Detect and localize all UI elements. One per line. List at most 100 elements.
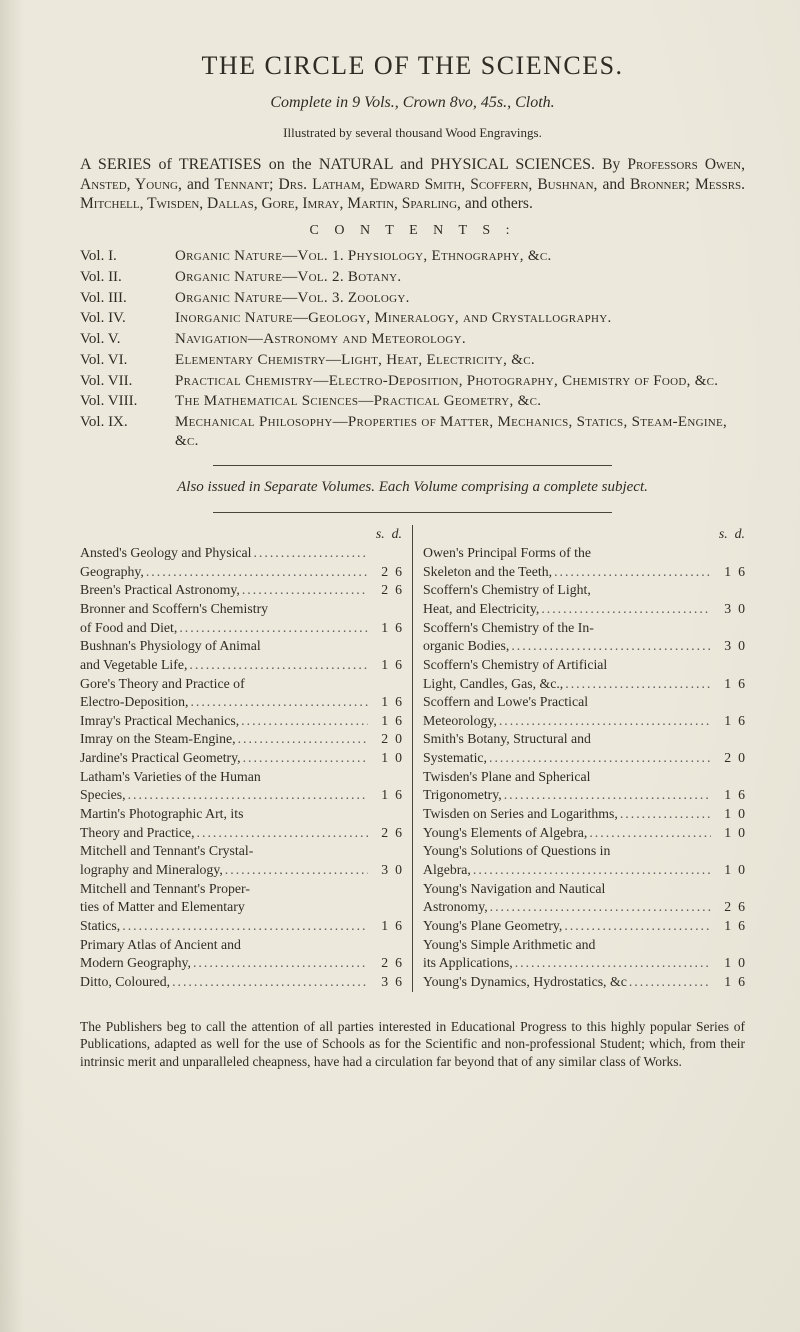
volume-label: Vol. II. <box>80 268 175 287</box>
price-entry: Imray on the Steam-Engine,2 0 <box>80 730 402 748</box>
entry-price: 1 0 <box>711 954 745 972</box>
volume-label: Vol. I. <box>80 247 175 266</box>
entry-price: 2 6 <box>368 581 402 599</box>
price-entry: Electro-Deposition,1 6 <box>80 693 402 711</box>
entry-title: lography and Mineralogy, <box>80 861 368 879</box>
entry-title: Heat, and Electricity, <box>423 600 711 618</box>
entry-title: organic Bodies, <box>423 637 711 655</box>
entry-title: Breen's Practical Astronomy, <box>80 581 368 599</box>
volume-desc: Practical Chemistry—Electro-Deposition, … <box>175 372 745 391</box>
entry-price <box>368 842 402 860</box>
entry-price <box>711 544 745 562</box>
entry-title: Owen's Principal Forms of the <box>423 544 711 562</box>
price-entry: Theory and Practice,2 6 <box>80 824 402 842</box>
entry-price <box>711 730 745 748</box>
entry-price <box>368 675 402 693</box>
entry-price: 1 0 <box>711 824 745 842</box>
entry-price: 1 6 <box>711 563 745 581</box>
entry-title: Theory and Practice, <box>80 824 368 842</box>
volume-row: Vol. I. Organic Nature—Vol. 1. Physiolog… <box>80 247 745 266</box>
entry-title: Algebra, <box>423 861 711 879</box>
price-entry: Species,1 6 <box>80 786 402 804</box>
entry-price: 1 6 <box>711 675 745 693</box>
price-entry: Twisden's Plane and Spherical <box>423 768 745 786</box>
subtitle: Complete in 9 Vols., Crown 8vo, 45s., Cl… <box>80 93 745 113</box>
entry-title: Young's Elements of Algebra, <box>423 824 711 842</box>
volume-desc: Navigation—Astronomy and Meteorology. <box>175 330 745 349</box>
price-entry: and Vegetable Life,1 6 <box>80 656 402 674</box>
entry-price: 1 6 <box>368 917 402 935</box>
price-entry: Young's Elements of Algebra,1 0 <box>423 824 745 842</box>
volume-label: Vol. VIII. <box>80 392 175 411</box>
entry-price <box>368 768 402 786</box>
price-column-right: s. d. Owen's Principal Forms of the Skel… <box>413 525 745 991</box>
volume-desc: Organic Nature—Vol. 1. Physiology, Ethno… <box>175 247 745 266</box>
price-entry: Latham's Varieties of the Human <box>80 768 402 786</box>
entry-title: Statics, <box>80 917 368 935</box>
price-entry: Scoffern's Chemistry of Light, <box>423 581 745 599</box>
page: THE CIRCLE OF THE SCIENCES. Complete in … <box>0 0 800 1332</box>
volume-row: Vol. V. Navigation—Astronomy and Meteoro… <box>80 330 745 349</box>
volume-row: Vol. VIII. The Mathematical Sciences—Pra… <box>80 392 745 411</box>
price-header: s. d. <box>80 525 402 543</box>
volume-row: Vol. IV. Inorganic Nature—Geology, Miner… <box>80 309 745 328</box>
price-entry: Young's Solutions of Questions in <box>423 842 745 860</box>
entry-title: Trigonometry, <box>423 786 711 804</box>
entry-price: 1 0 <box>368 749 402 767</box>
entry-price: 1 0 <box>711 805 745 823</box>
entry-price: 1 6 <box>368 656 402 674</box>
entry-price <box>368 637 402 655</box>
entry-title: Systematic, <box>423 749 711 767</box>
price-entry: Light, Candles, Gas, &c.,1 6 <box>423 675 745 693</box>
price-entry: Young's Navigation and Nautical <box>423 880 745 898</box>
volume-label: Vol. VI. <box>80 351 175 370</box>
price-entry: of Food and Diet,1 6 <box>80 619 402 637</box>
entry-price: 1 6 <box>711 786 745 804</box>
price-entry: Primary Atlas of Ancient and <box>80 936 402 954</box>
entry-title: Mitchell and Tennant's Crystal- <box>80 842 368 860</box>
price-entry: Breen's Practical Astronomy,2 6 <box>80 581 402 599</box>
entry-title: Young's Simple Arithmetic and <box>423 936 711 954</box>
entry-price: 3 6 <box>368 973 402 991</box>
price-entry: Young's Plane Geometry,1 6 <box>423 917 745 935</box>
volume-desc: The Mathematical Sciences—Practical Geom… <box>175 392 745 411</box>
volume-desc: Organic Nature—Vol. 2. Botany. <box>175 268 745 287</box>
entry-title: Scoffern's Chemistry of the In- <box>423 619 711 637</box>
entry-title: Bronner and Scoffern's Chemistry <box>80 600 368 618</box>
entry-title: Imray's Practical Mechanics, <box>80 712 368 730</box>
volume-row: Vol. VII. Practical Chemistry—Electro-De… <box>80 372 745 391</box>
entry-title: Meteorology, <box>423 712 711 730</box>
price-entry: Owen's Principal Forms of the <box>423 544 745 562</box>
entry-price: 2 6 <box>368 954 402 972</box>
entry-title: Martin's Photographic Art, its <box>80 805 368 823</box>
entry-price: 2 0 <box>368 730 402 748</box>
entry-price <box>711 619 745 637</box>
entry-title: Young's Plane Geometry, <box>423 917 711 935</box>
entry-title: ties of Matter and Elementary <box>80 898 368 916</box>
price-entry: Smith's Botany, Structural and <box>423 730 745 748</box>
contents-label: C O N T E N T S : <box>80 222 745 240</box>
entry-price <box>711 842 745 860</box>
entry-title: Young's Dynamics, Hydrostatics, &c <box>423 973 711 991</box>
price-entry: Bronner and Scoffern's Chemistry <box>80 600 402 618</box>
volume-label: Vol. IX. <box>80 413 175 451</box>
entry-price <box>368 898 402 916</box>
entry-price: 2 6 <box>711 898 745 916</box>
entry-price <box>368 936 402 954</box>
price-entry: Mitchell and Tennant's Proper- <box>80 880 402 898</box>
price-header-sd: s. d. <box>711 525 745 543</box>
entry-title: Jardine's Practical Geometry, <box>80 749 368 767</box>
price-entry: Young's Dynamics, Hydrostatics, &c1 6 <box>423 973 745 991</box>
entry-title: Smith's Botany, Structural and <box>423 730 711 748</box>
entry-price <box>711 581 745 599</box>
price-entry: Imray's Practical Mechanics,1 6 <box>80 712 402 730</box>
also-issued: Also issued in Separate Volumes. Each Vo… <box>80 478 745 497</box>
price-entry: Young's Simple Arithmetic and <box>423 936 745 954</box>
volume-desc: Mechanical Philosophy—Properties of Matt… <box>175 413 745 451</box>
price-entry: Modern Geography,2 6 <box>80 954 402 972</box>
volume-desc: Elementary Chemistry—Light, Heat, Electr… <box>175 351 745 370</box>
price-entry: Heat, and Electricity,3 0 <box>423 600 745 618</box>
entry-title: Astronomy, <box>423 898 711 916</box>
price-entry: its Applications,1 0 <box>423 954 745 972</box>
entry-price <box>368 880 402 898</box>
